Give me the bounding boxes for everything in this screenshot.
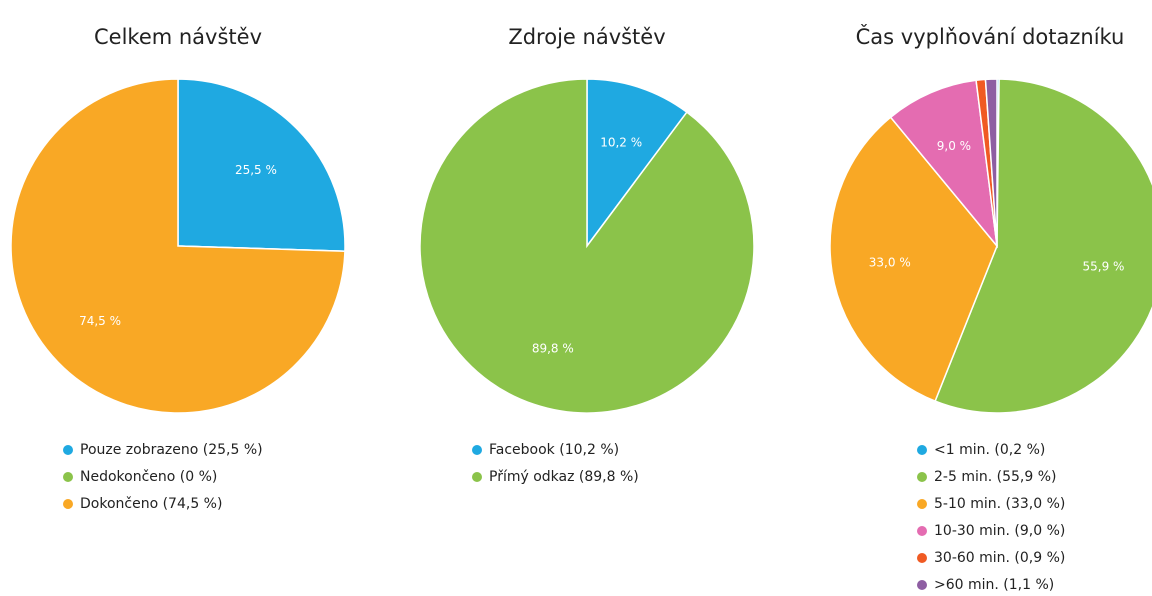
slice-label: 25,5 % (235, 163, 277, 177)
legend-label: 10-30 min. (9,0 %) (934, 523, 1065, 539)
legend-label: 2-5 min. (55,9 %) (934, 469, 1056, 485)
legend-marker (472, 445, 482, 455)
legend-marker (917, 526, 927, 536)
legend-marker (917, 499, 927, 509)
pie-slice (177, 78, 346, 253)
legend-label: 5-10 min. (33,0 %) (934, 496, 1065, 512)
legend-marker (917, 553, 927, 563)
legend-label: Nedokončeno (0 %) (80, 469, 217, 485)
legend-marker (472, 472, 482, 482)
slice-label: 9,0 % (937, 139, 971, 153)
pie-slice (984, 78, 998, 247)
chart-title: Celkem návštěv (94, 25, 262, 49)
legend-marker (917, 445, 927, 455)
pie-slice (586, 78, 688, 249)
pie-slice (829, 116, 998, 403)
legend-marker (917, 580, 927, 590)
slice-label: 10,2 % (600, 135, 642, 149)
chart-title: Čas vyplňování dotazníku (856, 24, 1125, 49)
chart-title: Zdroje návštěv (508, 25, 665, 49)
legend-label: Pouze zobrazeno (25,5 %) (80, 442, 263, 458)
legend-label: 30-60 min. (0,9 %) (934, 550, 1065, 566)
legend-label: Dokončeno (74,5 %) (80, 496, 222, 512)
slice-label: 55,9 % (1082, 260, 1124, 274)
legend-marker (63, 472, 73, 482)
legend-label: Facebook (10,2 %) (489, 442, 619, 458)
pie-slice (889, 79, 999, 249)
slice-label: 74,5 % (79, 314, 121, 328)
legend-marker (63, 445, 73, 455)
pie-slice (419, 78, 755, 414)
legend-label: Přímý odkaz (89,8 %) (489, 469, 639, 485)
pie-slice (934, 78, 1152, 414)
legend-label: >60 min. (1,1 %) (934, 577, 1054, 593)
slice-label: 89,8 % (532, 342, 574, 356)
slice-label: 33,0 % (869, 255, 911, 269)
pie-slice (10, 78, 346, 414)
legend-marker (63, 499, 73, 509)
legend-marker (917, 472, 927, 482)
legend-label: <1 min. (0,2 %) (934, 442, 1045, 458)
